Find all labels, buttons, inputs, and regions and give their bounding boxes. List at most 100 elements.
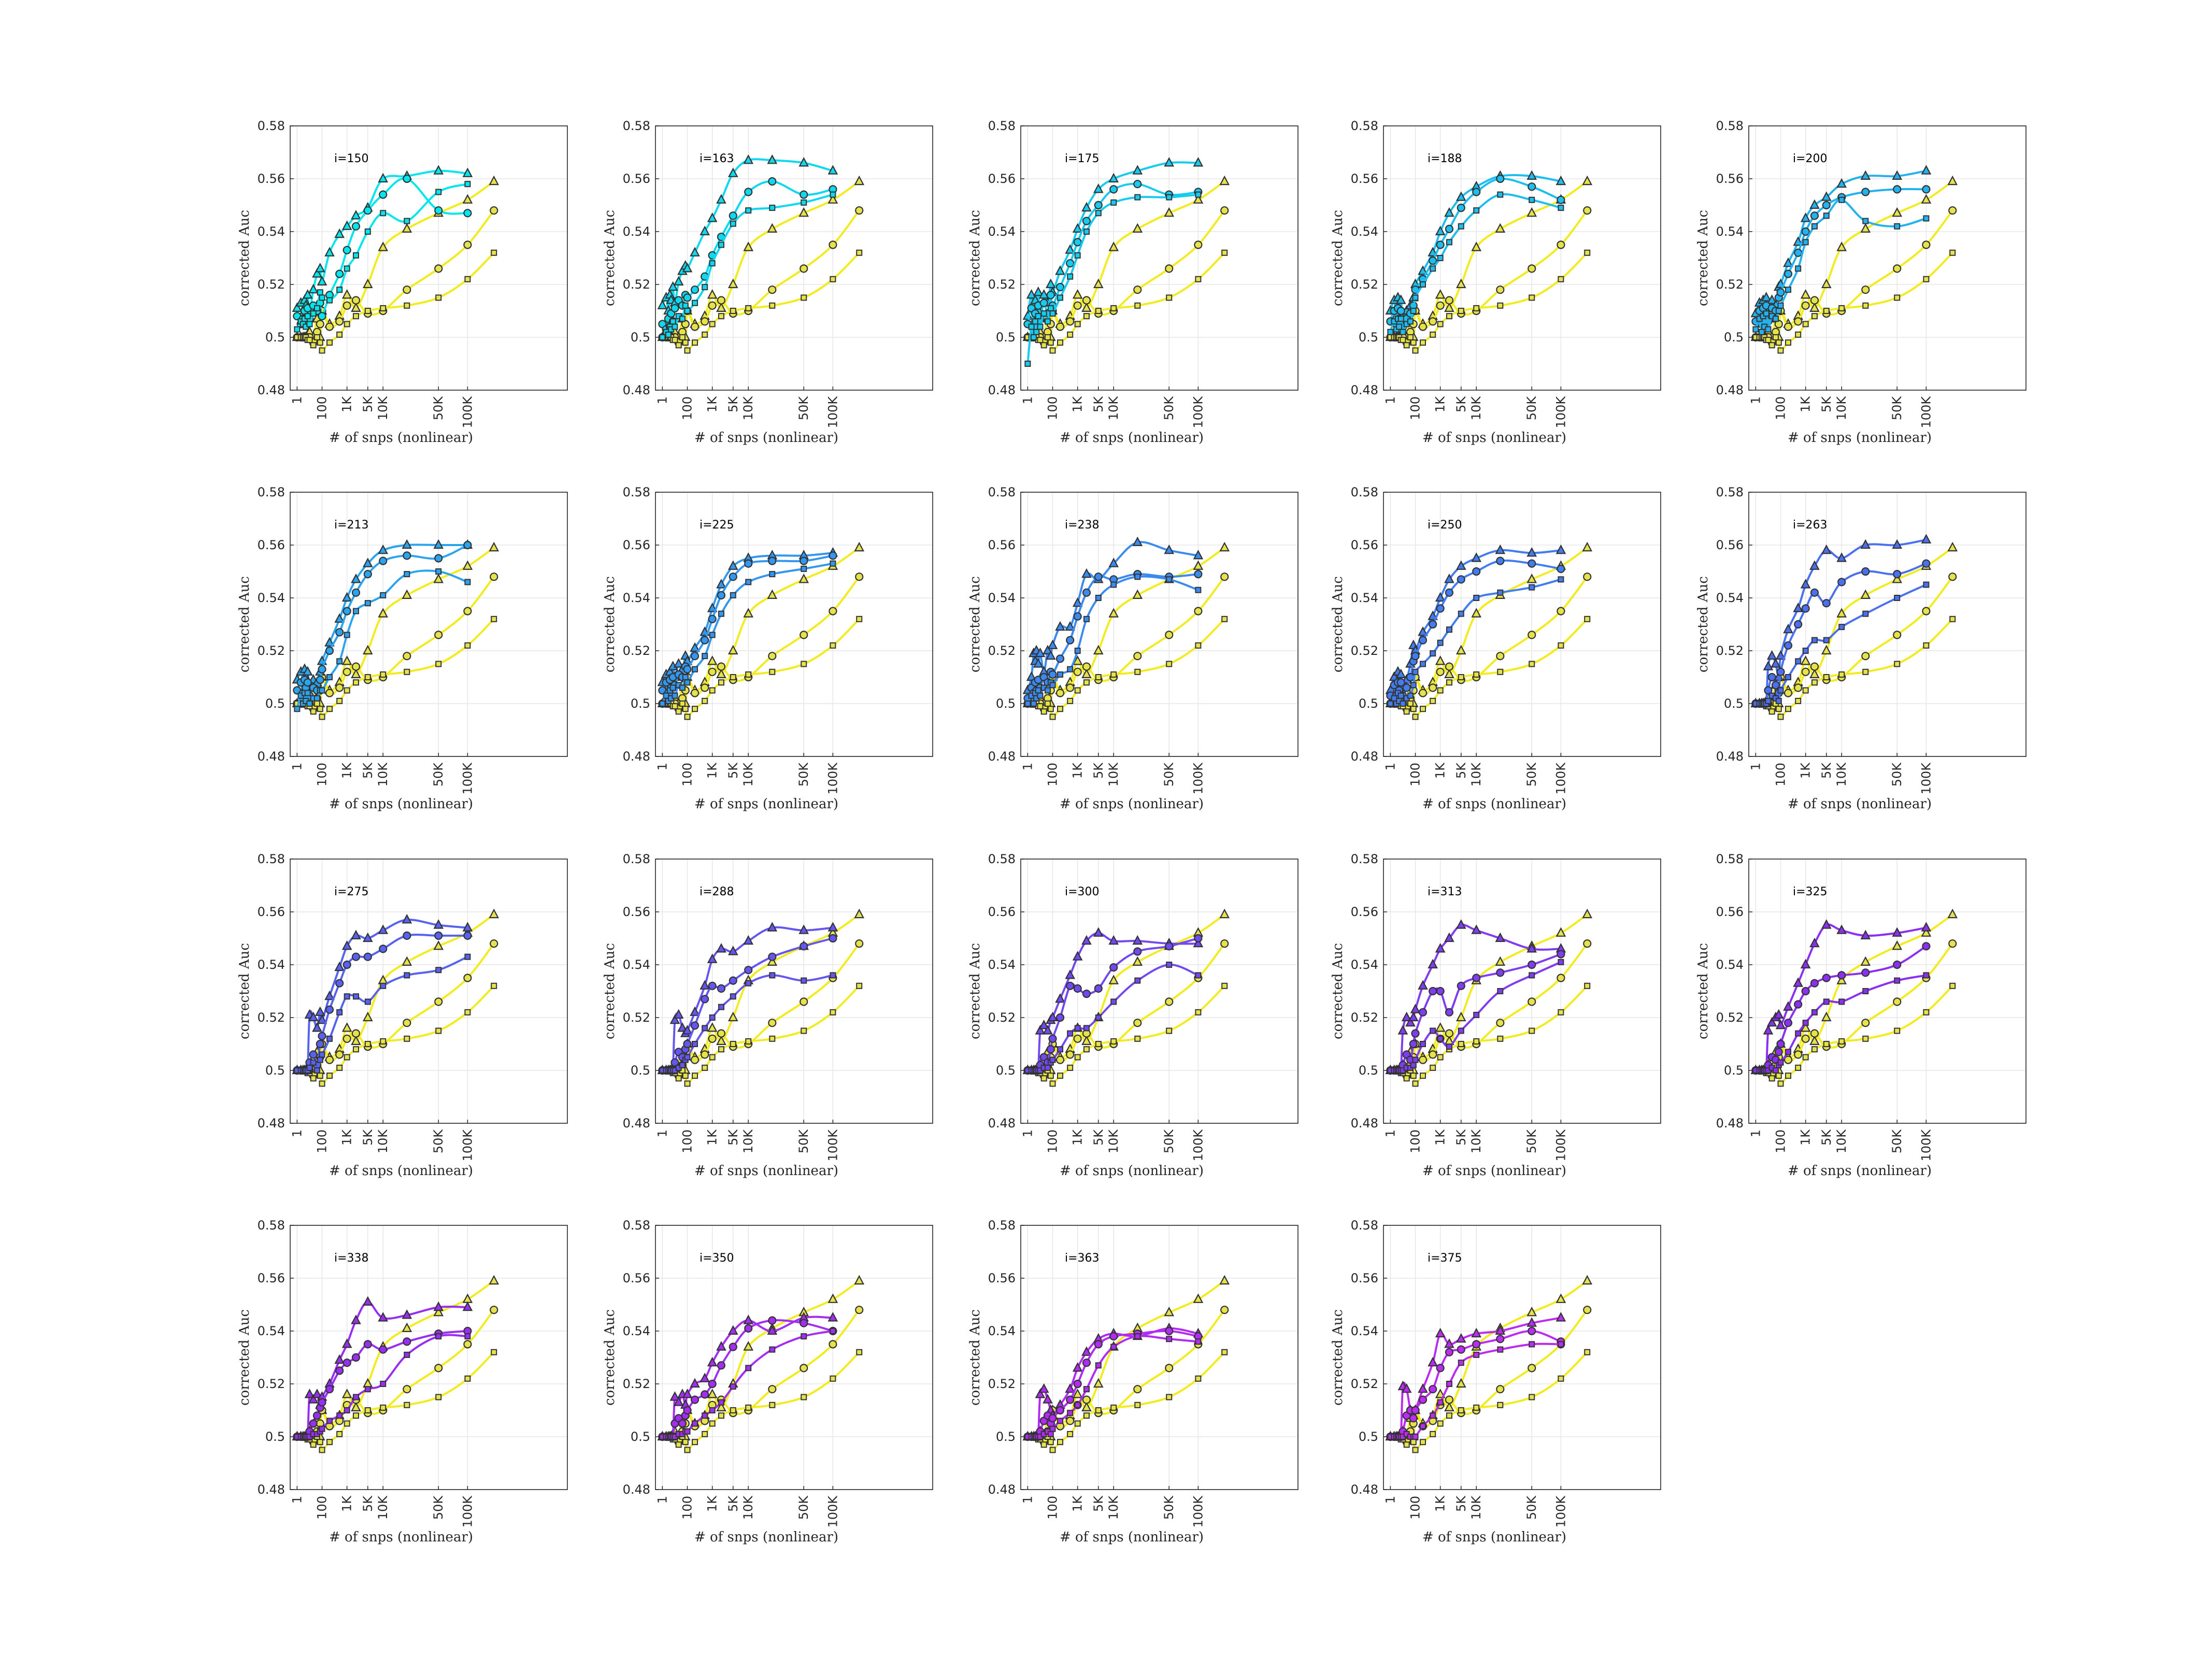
data-point (701, 1390, 709, 1399)
data-point (1471, 241, 1482, 251)
data-point (1166, 294, 1173, 301)
data-point (351, 588, 361, 597)
y-tick-label: 0.54 (258, 1324, 285, 1338)
data-point (1772, 316, 1779, 322)
data-point (378, 608, 389, 618)
data-point (1455, 1333, 1466, 1343)
x-tick-label: 100K (1191, 1129, 1205, 1162)
data-point (682, 1389, 693, 1398)
data-point (435, 1027, 442, 1034)
data-point (1035, 1389, 1046, 1398)
data-point (1072, 289, 1083, 299)
data-point (1401, 1011, 1412, 1022)
x-tick-label: 100K (1553, 762, 1568, 795)
x-axis-label: # of snps (nonlinear) (1788, 430, 1932, 446)
data-point (1409, 1414, 1418, 1423)
data-point (1038, 1019, 1049, 1029)
data-point (435, 1333, 442, 1340)
data-point (1809, 937, 1820, 948)
data-point (403, 174, 411, 183)
data-point (1418, 1055, 1428, 1064)
x-tick-label: 1 (290, 1129, 304, 1137)
data-point (1110, 1404, 1117, 1411)
data-point (727, 278, 738, 289)
data-point (727, 946, 738, 955)
data-point (707, 953, 718, 963)
y-tick-label: 0.54 (623, 1324, 650, 1338)
data-point (717, 662, 726, 671)
data-point (1049, 1080, 1056, 1087)
data-point (729, 211, 737, 220)
data-point (701, 995, 709, 1004)
data-point (830, 1375, 836, 1382)
data-point (1823, 637, 1830, 643)
data-point (1497, 668, 1504, 675)
y-tick-label: 0.48 (623, 1482, 650, 1497)
x-tick-label: 10K (1106, 396, 1121, 421)
data-point (707, 655, 718, 665)
data-point (1436, 604, 1445, 613)
data-point (319, 1447, 325, 1453)
data-point (1057, 1418, 1064, 1424)
data-point (352, 679, 359, 686)
data-point (1949, 616, 1956, 622)
data-point (1471, 1327, 1482, 1338)
data-point (679, 700, 686, 707)
y-tick-label: 0.54 (1716, 224, 1744, 239)
data-point (1894, 223, 1901, 230)
data-point (1775, 339, 1782, 346)
data-point (1049, 1447, 1056, 1453)
data-point (767, 956, 778, 966)
x-tick-label: 1K (1433, 396, 1448, 412)
axes-box (655, 1225, 933, 1490)
x-axis-label: # of snps (nonlinear) (329, 1529, 473, 1545)
data-point (1194, 240, 1203, 249)
data-point (1083, 1046, 1090, 1053)
data-point (1557, 950, 1565, 959)
x-tick-label: 50K (1524, 1495, 1539, 1520)
data-point (310, 1059, 317, 1066)
x-tick-label: 1 (1383, 763, 1397, 770)
data-point (1057, 1046, 1064, 1053)
data-point (1795, 1030, 1802, 1037)
data-point (743, 241, 754, 251)
data-point (1893, 185, 1902, 194)
data-point (341, 1338, 352, 1348)
y-tick-label: 0.56 (988, 538, 1016, 552)
data-point (1793, 236, 1804, 246)
data-point (463, 209, 472, 218)
data-point (1555, 175, 1566, 185)
x-tick-label: 5K (726, 1129, 740, 1146)
data-point (380, 305, 387, 311)
y-tick-label: 0.48 (988, 383, 1016, 397)
data-point (1802, 321, 1809, 327)
data-point (727, 1011, 738, 1022)
data-point (855, 206, 864, 215)
subplot-15: 0.480.50.520.540.560.581 100 1K 5K 10K 50K 100… (1695, 852, 2027, 1179)
data-point (1193, 1293, 1204, 1303)
data-point (1821, 191, 1832, 201)
data-point (1057, 1439, 1064, 1446)
data-point (717, 296, 726, 305)
data-point (312, 1022, 322, 1032)
data-point (352, 993, 359, 1000)
y-tick-label: 0.56 (1351, 905, 1378, 919)
x-axis-label: # of snps (nonlinear) (1422, 1163, 1566, 1179)
y-tick-label: 0.5 (996, 330, 1016, 345)
y-axis-label: corrected Auc (602, 210, 618, 306)
x-tick-label: 1 (1748, 396, 1763, 404)
data-point (1765, 697, 1772, 704)
axes-box (290, 492, 568, 757)
data-point (829, 1340, 837, 1349)
data-point (1429, 620, 1437, 629)
series-circle-model (658, 934, 837, 1075)
axes-box (1020, 492, 1298, 757)
data-point (1430, 697, 1436, 704)
data-point (491, 616, 497, 622)
data-point (351, 302, 361, 312)
data-point (403, 1385, 411, 1394)
y-tick-label: 0.52 (1716, 277, 1744, 292)
data-point (344, 687, 350, 694)
data-point (325, 1055, 334, 1064)
data-point (1219, 1275, 1230, 1285)
